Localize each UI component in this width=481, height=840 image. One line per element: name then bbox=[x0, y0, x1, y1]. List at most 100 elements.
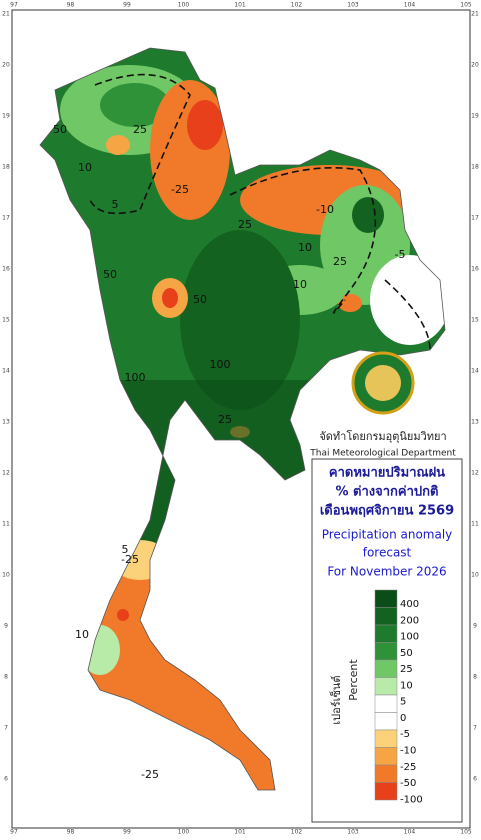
contour-label: 25 bbox=[238, 218, 252, 231]
legend-label: 5 bbox=[400, 697, 406, 708]
legend-label: 25 bbox=[400, 664, 413, 675]
lon-tick-label: 99 bbox=[123, 2, 131, 9]
lon-tick-label: 99 bbox=[123, 829, 131, 836]
lat-tick-label: 16 bbox=[471, 266, 479, 273]
lon-tick-label: 97 bbox=[10, 2, 18, 9]
lon-tick-label: 97 bbox=[10, 829, 18, 836]
lat-tick-label: 14 bbox=[471, 368, 479, 375]
lat-tick-label: 13 bbox=[2, 419, 10, 426]
lat-tick-label: 12 bbox=[2, 470, 10, 477]
lat-tick-label: 17 bbox=[2, 215, 10, 222]
legend-swatch bbox=[374, 747, 398, 766]
lon-tick-label: 100 bbox=[178, 829, 190, 836]
title-th: % ต่างจากค่าปกติ bbox=[336, 485, 439, 500]
lon-tick-label: 103 bbox=[347, 829, 359, 836]
lon-tick-label: 102 bbox=[291, 2, 303, 9]
title-en: forecast bbox=[363, 546, 412, 560]
lat-tick-label: 20 bbox=[471, 62, 479, 69]
agency-name-th: จัดทำโดยกรมอุตุนิยมวิทยา bbox=[319, 429, 446, 443]
lon-tick-label: 101 bbox=[234, 2, 246, 9]
legend-label: -100 bbox=[400, 794, 423, 805]
legend-swatch bbox=[374, 694, 398, 713]
legend-label: 0 bbox=[400, 713, 406, 724]
agency-name-en: Thai Meteorological Department bbox=[309, 449, 456, 459]
legend-swatch bbox=[374, 589, 398, 608]
legend-label: 10 bbox=[400, 680, 413, 691]
lon-tick-label: 102 bbox=[291, 829, 303, 836]
contour-label: -5 bbox=[395, 248, 406, 261]
contour-label: 50 bbox=[193, 293, 207, 306]
lat-tick-label: 19 bbox=[2, 113, 10, 120]
lat-tick-label: 11 bbox=[471, 521, 479, 528]
contour-label: 25 bbox=[333, 255, 347, 268]
lat-tick-label: 16 bbox=[2, 266, 10, 273]
lon-tick-label: 105 bbox=[460, 2, 472, 9]
contour-label: 25 bbox=[133, 123, 147, 136]
legend-label: 100 bbox=[400, 632, 419, 643]
contour-label: 5 bbox=[112, 198, 119, 211]
contour-label: 50 bbox=[53, 123, 67, 136]
lat-tick-label: 6 bbox=[473, 776, 477, 783]
lon-tick-label: 98 bbox=[67, 829, 75, 836]
lon-tick-label: 101 bbox=[234, 829, 246, 836]
lat-tick-label: 10 bbox=[2, 572, 10, 579]
contour-label: 5 bbox=[122, 543, 129, 556]
lat-tick-label: 19 bbox=[471, 113, 479, 120]
title-th: เดือนพฤศจิกายน 2569 bbox=[320, 503, 454, 519]
contour-label: 100 bbox=[125, 371, 146, 384]
lat-tick-label: 14 bbox=[2, 368, 10, 375]
lon-tick-label: 104 bbox=[404, 2, 416, 9]
lat-tick-label: 6 bbox=[4, 776, 8, 783]
lat-tick-label: 11 bbox=[2, 521, 10, 528]
legend-label: -10 bbox=[400, 745, 416, 756]
lon-tick-label: 98 bbox=[67, 2, 75, 9]
contour-label: -10 bbox=[316, 203, 334, 216]
contour-label: -25 bbox=[141, 768, 159, 781]
contour-label: -25 bbox=[121, 553, 139, 566]
agency-logo-inner bbox=[365, 365, 401, 401]
legend-swatch bbox=[374, 607, 398, 626]
title-en: Precipitation anomaly bbox=[322, 528, 453, 542]
contour-label: 10 bbox=[298, 241, 312, 254]
lat-tick-label: 21 bbox=[2, 11, 10, 18]
lat-tick-label: 8 bbox=[4, 674, 8, 681]
lat-tick-label: 9 bbox=[4, 623, 8, 630]
contour-label: 50 bbox=[103, 268, 117, 281]
lat-tick-label: 13 bbox=[471, 419, 479, 426]
legend-label: 200 bbox=[400, 615, 419, 626]
legend-label: 400 bbox=[400, 599, 419, 610]
lat-tick-label: 18 bbox=[471, 164, 479, 171]
lat-tick-label: 12 bbox=[471, 470, 479, 477]
legend-label: -5 bbox=[400, 729, 410, 740]
contour-label: -25 bbox=[171, 183, 189, 196]
lon-tick-label: 105 bbox=[460, 829, 472, 836]
lat-tick-label: 15 bbox=[471, 317, 479, 324]
contour-label: 10 bbox=[78, 161, 92, 174]
contour-label: 25 bbox=[218, 413, 232, 426]
lat-tick-label: 20 bbox=[2, 62, 10, 69]
legend-label: -25 bbox=[400, 762, 416, 773]
legend-label: -50 bbox=[400, 778, 416, 789]
lat-tick-label: 21 bbox=[471, 11, 479, 18]
lat-tick-label: 10 bbox=[471, 572, 479, 579]
legend-swatch bbox=[374, 642, 398, 661]
contour-label: 10 bbox=[293, 278, 307, 291]
title-en: For November 2026 bbox=[327, 565, 446, 579]
lat-tick-label: 8 bbox=[473, 674, 477, 681]
legend-swatch bbox=[374, 659, 398, 678]
lon-tick-label: 104 bbox=[404, 829, 416, 836]
lat-tick-label: 17 bbox=[471, 215, 479, 222]
legend-swatch bbox=[374, 764, 398, 783]
contour-label: 10 bbox=[75, 628, 89, 641]
lat-tick-label: 15 bbox=[2, 317, 10, 324]
lon-tick-label: 103 bbox=[347, 2, 359, 9]
legend-label: 50 bbox=[400, 648, 413, 659]
lon-tick-label: 100 bbox=[178, 2, 190, 9]
legend-swatch bbox=[374, 782, 398, 801]
legend-title-en: Percent bbox=[347, 659, 360, 701]
title-th: คาดหมายปริมาณฝน bbox=[329, 466, 445, 481]
legend-swatch bbox=[374, 677, 398, 696]
legend-swatch bbox=[374, 729, 398, 748]
legend-title-th: เปอร์เซ็นต์ bbox=[329, 675, 343, 724]
